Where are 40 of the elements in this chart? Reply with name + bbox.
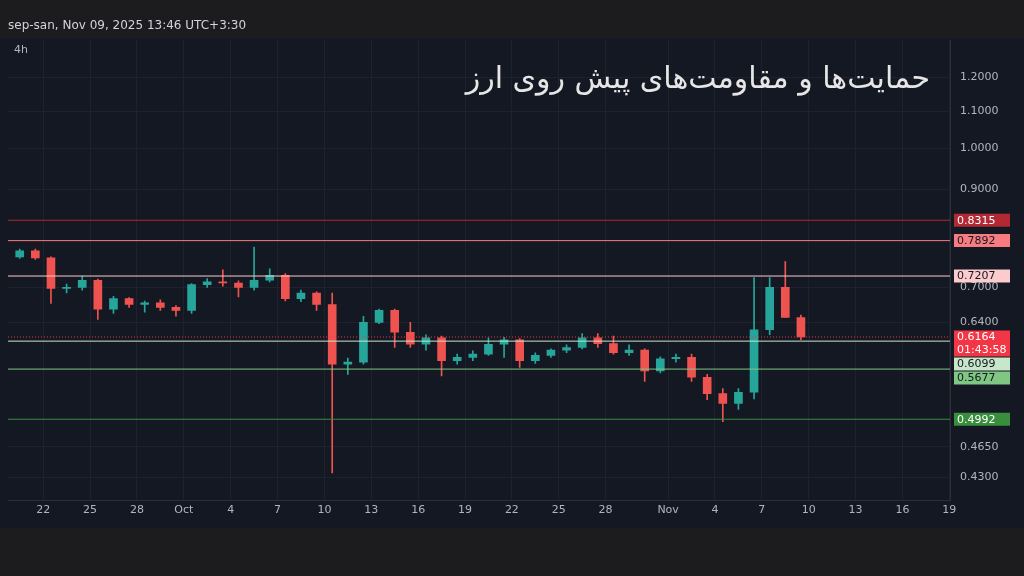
x-tick-label: 19 xyxy=(458,503,472,517)
x-tick-label: 4 xyxy=(711,503,719,517)
ref-line-label: 0.5677 xyxy=(957,371,996,385)
x-tick-label: 25 xyxy=(551,503,566,517)
x-tick-label: Oct xyxy=(174,503,194,517)
y-tick-label: 1.1000 xyxy=(960,103,999,117)
x-tick-label: 13 xyxy=(364,503,379,517)
x-tick-label: 16 xyxy=(895,503,910,517)
y-tick-label: 1.2000 xyxy=(960,70,999,84)
x-tick-label: 28 xyxy=(129,503,144,517)
x-tick-label: 28 xyxy=(598,503,613,517)
x-tick-label: 13 xyxy=(848,503,863,517)
x-tick-label: 25 xyxy=(83,503,98,517)
x-tick-label: 4 xyxy=(227,503,235,517)
ref-line-label: 0.7892 xyxy=(957,233,996,247)
x-tick-label: 10 xyxy=(801,503,816,517)
y-tick-label: 0.4300 xyxy=(960,470,999,484)
ref-line-label: 0.7207 xyxy=(957,269,996,283)
ref-line-label: 0.4992 xyxy=(957,412,996,426)
y-tick-label: 0.4650 xyxy=(960,439,999,453)
x-tick-label: 16 xyxy=(411,503,426,517)
text: حمایت‌ها و مقاومت‌های پیش روی ارز xyxy=(465,60,930,95)
x-tick-label: Nov xyxy=(657,503,680,517)
annotation: 4h xyxy=(14,42,28,56)
candlestick xyxy=(249,246,259,291)
ref-line-label: 0.6164 xyxy=(957,330,996,344)
x-tick-label: 19 xyxy=(942,503,957,517)
x-tick-label: 7 xyxy=(274,503,282,517)
x-tick-label: 22 xyxy=(504,503,519,517)
x-tick-label: 7 xyxy=(758,503,766,517)
ref-line-label: 0.6099 xyxy=(957,357,996,371)
ref-line-label: 0.8315 xyxy=(957,213,996,227)
x-tick-label: 10 xyxy=(317,503,332,517)
text: sep-san, Nov 09, 2025 13:46 UTC+3:30 xyxy=(8,18,247,33)
y-tick-label: 0.9000 xyxy=(960,182,999,196)
y-tick-label: 0.7000 xyxy=(960,280,999,294)
y-tick-label: 1.0000 xyxy=(960,141,999,155)
y-tick-label: 0.6400 xyxy=(960,315,999,329)
text: 01:43:58 xyxy=(957,343,1007,357)
x-tick-label: 22 xyxy=(36,503,51,517)
